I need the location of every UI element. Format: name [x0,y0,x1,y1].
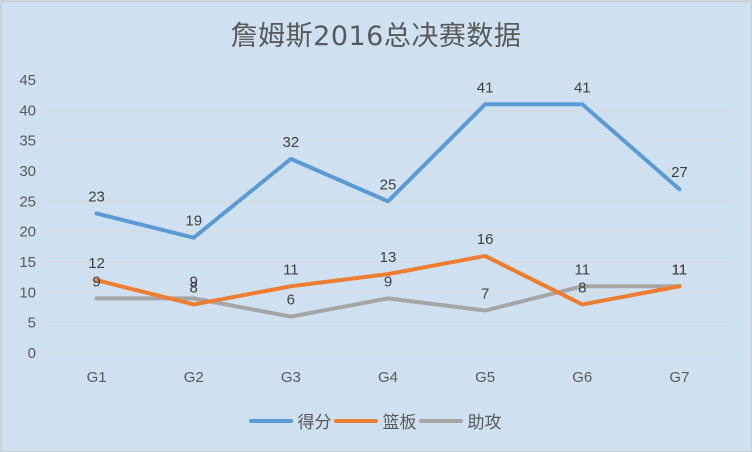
data-label: 9 [190,273,198,290]
data-label: 19 [185,213,202,230]
data-label: 9 [92,273,100,290]
data-label: 8 [578,279,586,296]
data-label: 9 [384,273,392,290]
x-tick-label: G4 [378,369,398,386]
data-label: 41 [477,79,494,96]
data-label: 11 [574,261,590,278]
x-tick-label: G7 [669,369,689,386]
series-line [94,102,682,240]
data-label: 12 [88,255,105,272]
legend-item-assists: 助攻 [418,408,502,433]
data-label: 16 [477,231,494,248]
legend-label-points: 得分 [297,413,332,433]
y-tick-label: 25 [19,193,36,210]
legend-label-assists: 助攻 [467,413,502,433]
y-tick-label: 35 [19,133,36,150]
legend-swatch-rebounds [333,418,378,423]
legend-label-rebounds: 篮板 [382,413,417,433]
x-tick-label: G3 [281,369,301,386]
data-label: 11 [672,261,688,278]
x-tick-label: G1 [87,369,107,386]
legend-item-points: 得分 [248,408,332,433]
data-label: 11 [672,261,688,278]
y-tick-label: 0 [28,345,36,362]
y-tick-label: 20 [19,224,36,241]
data-label: 8 [190,279,198,296]
legend: 得分 篮板 助攻 [0,408,752,433]
legend-swatch-assists [418,418,463,423]
x-tick-label: G6 [572,369,592,386]
data-label: 32 [283,134,300,151]
y-tick-label: 40 [19,102,36,119]
data-label: 13 [380,249,397,266]
y-tick-label: 10 [19,284,36,301]
x-tick-label: G2 [184,369,204,386]
legend-item-rebounds: 篮板 [333,408,417,433]
data-label: 27 [671,164,688,181]
legend-swatch-points [248,418,293,423]
y-tick-label: 45 [19,72,36,89]
chart-title: 詹姆斯2016总决赛数据 [230,21,522,52]
y-tick-label: 5 [28,315,36,332]
series-line [94,284,682,319]
data-label: 25 [380,176,397,193]
data-label: 11 [283,261,299,278]
y-tick-label: 15 [19,254,36,271]
data-label: 6 [287,292,295,309]
x-tick-label: G5 [475,369,495,386]
series-line [94,253,682,307]
data-label: 23 [88,188,105,205]
data-label: 7 [481,286,489,303]
y-tick-label: 30 [19,163,36,180]
data-label: 41 [574,79,591,96]
